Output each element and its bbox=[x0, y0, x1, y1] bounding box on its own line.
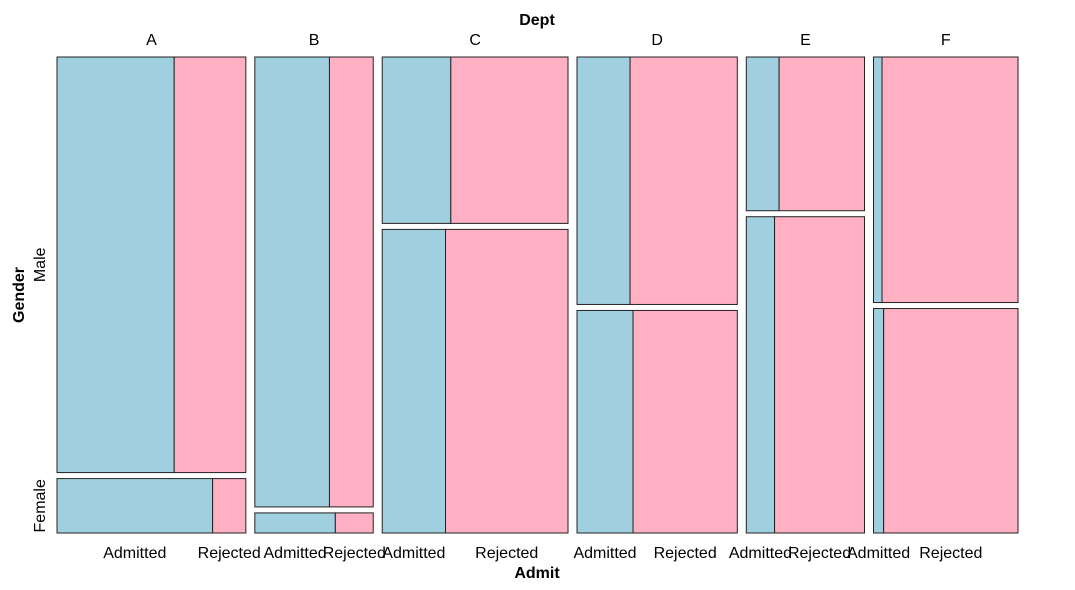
admit-label-e-admitted: Admitted bbox=[729, 545, 792, 562]
gender-label-male: Male bbox=[32, 247, 49, 282]
gender-label-female: Female bbox=[32, 479, 49, 532]
tile-a-male-rejected bbox=[173, 56, 247, 474]
tile-a-female-admitted bbox=[56, 478, 214, 534]
tile-c-male-rejected bbox=[450, 56, 569, 224]
tile-e-male-rejected bbox=[778, 56, 865, 212]
admit-label-e-rejected: Rejected bbox=[788, 545, 851, 562]
admit-label-b-rejected: Rejected bbox=[323, 545, 386, 562]
dept-title: Dept bbox=[519, 12, 555, 29]
dept-label-a: A bbox=[146, 32, 157, 49]
tile-c-male-admitted bbox=[381, 56, 452, 224]
tile-f-male-admitted bbox=[873, 56, 883, 304]
tile-f-male-rejected bbox=[881, 56, 1019, 304]
dept-label-f: F bbox=[941, 32, 951, 49]
admit-label-c-admitted: Admitted bbox=[382, 545, 445, 562]
admit-label-d-rejected: Rejected bbox=[654, 545, 717, 562]
admit-label-a-rejected: Rejected bbox=[198, 545, 261, 562]
mosaic-tiles bbox=[56, 56, 1019, 534]
tile-b-female-admitted bbox=[254, 512, 336, 534]
tile-c-female-admitted bbox=[381, 228, 447, 534]
tile-d-male-rejected bbox=[629, 56, 738, 305]
tile-e-male-admitted bbox=[745, 56, 780, 212]
dept-label-e: E bbox=[800, 32, 811, 49]
admit-label-b-admitted: Admitted bbox=[264, 545, 327, 562]
admit-label-f-admitted: Admitted bbox=[847, 545, 910, 562]
gender-axis-title: Gender bbox=[11, 267, 28, 323]
tile-b-male-admitted bbox=[254, 56, 330, 508]
dept-label-d: D bbox=[651, 32, 663, 49]
tile-d-male-admitted bbox=[576, 56, 631, 305]
tile-f-female-rejected bbox=[883, 308, 1019, 534]
admit-label-d-admitted: Admitted bbox=[573, 545, 636, 562]
tile-a-male-admitted bbox=[56, 56, 175, 474]
tile-e-female-rejected bbox=[774, 216, 865, 534]
tile-d-female-admitted bbox=[576, 309, 634, 534]
dept-label-c: C bbox=[469, 32, 481, 49]
admit-label-a-admitted: Admitted bbox=[103, 545, 166, 562]
admit-axis-title: Admit bbox=[514, 565, 560, 582]
tile-a-female-rejected bbox=[212, 478, 247, 534]
tile-e-female-admitted bbox=[745, 216, 776, 534]
dept-label-b: B bbox=[309, 32, 320, 49]
tile-f-female-admitted bbox=[873, 308, 885, 534]
tile-c-female-rejected bbox=[445, 228, 569, 534]
tile-b-male-rejected bbox=[328, 56, 374, 508]
admit-label-c-rejected: Rejected bbox=[475, 545, 538, 562]
admit-label-f-rejected: Rejected bbox=[919, 545, 982, 562]
tile-b-female-rejected bbox=[334, 512, 374, 534]
tile-d-female-rejected bbox=[632, 309, 738, 534]
